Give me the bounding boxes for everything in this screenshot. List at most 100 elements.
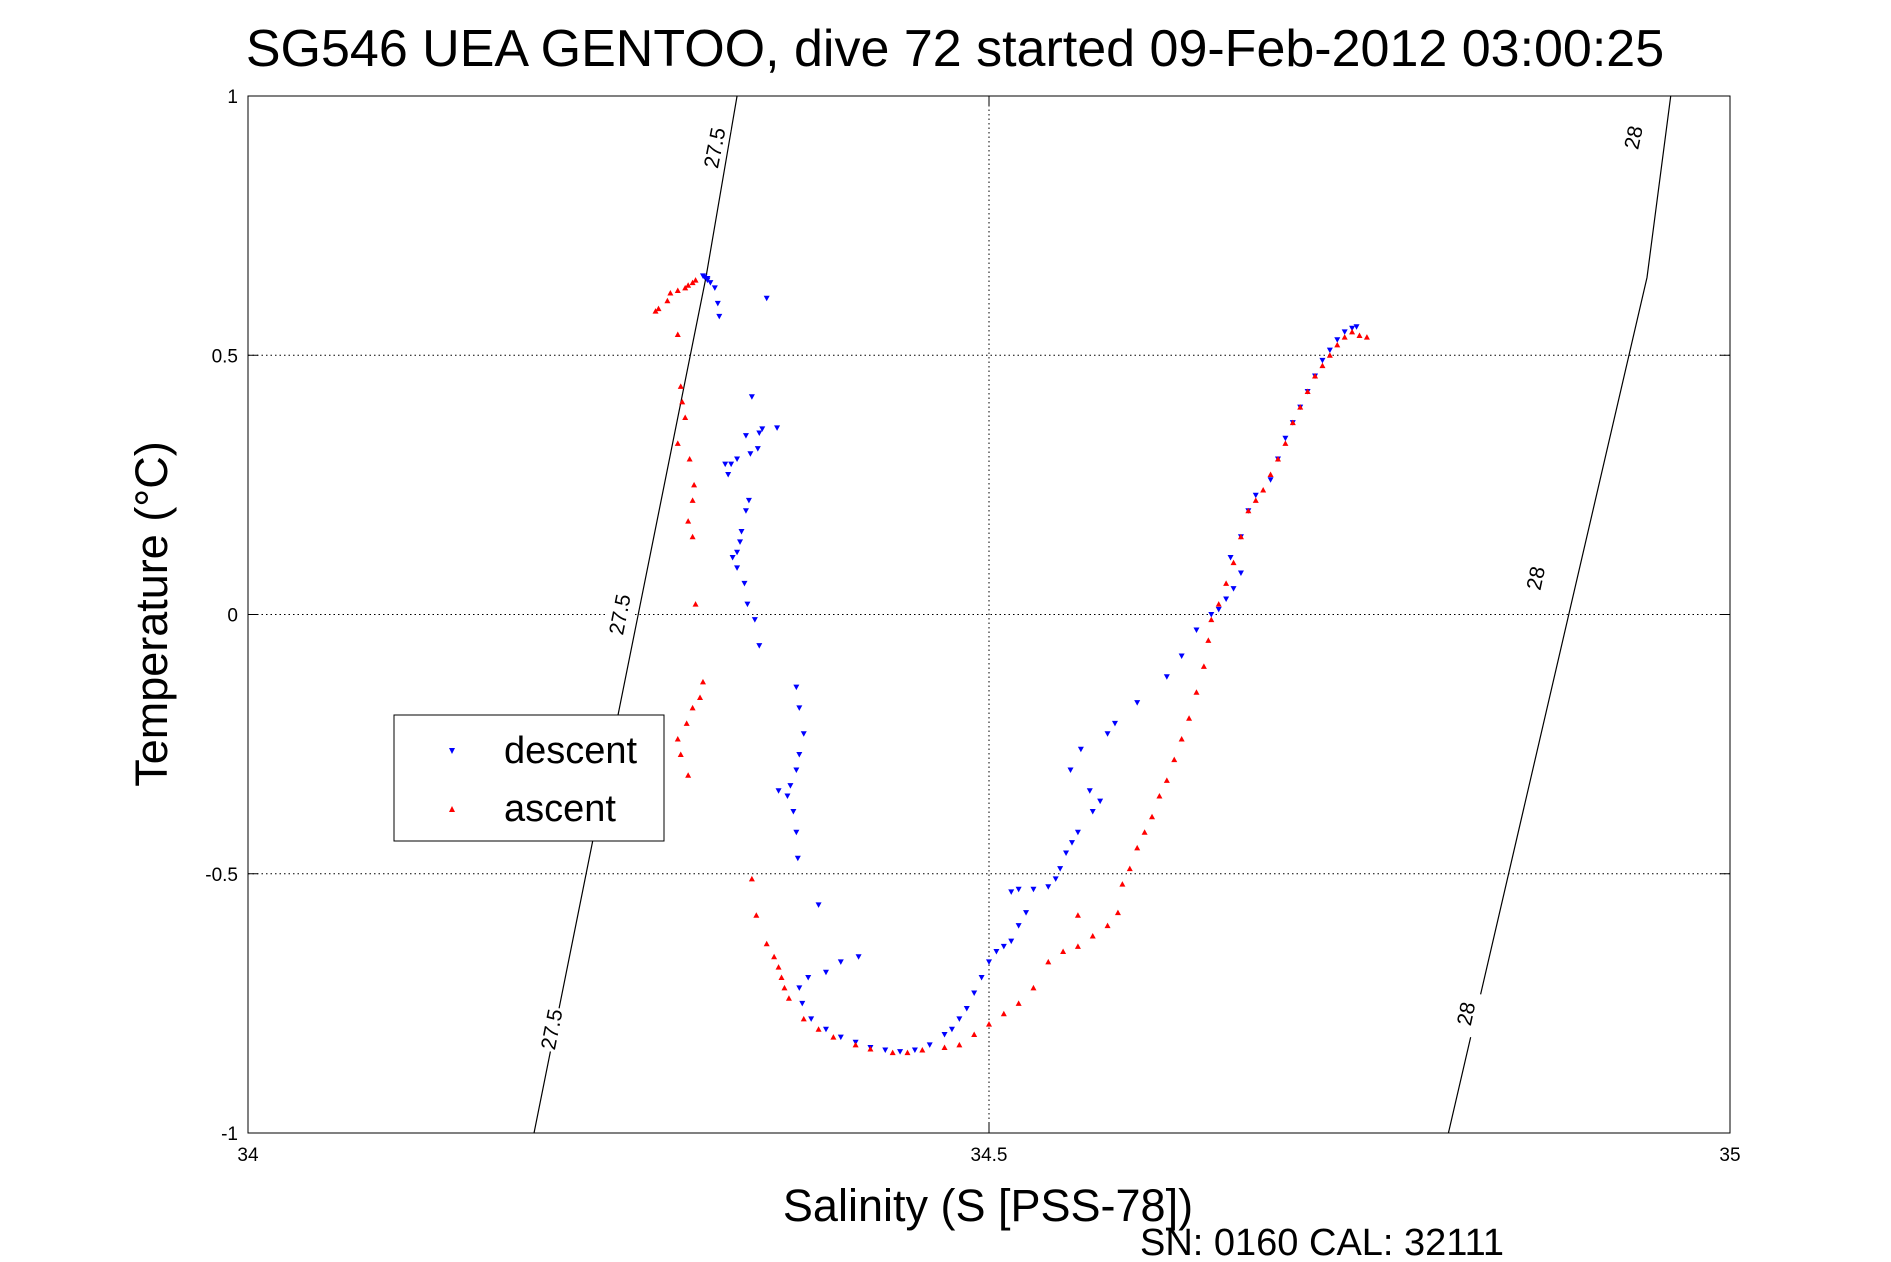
descent-point <box>1045 884 1052 890</box>
contour-label-bg <box>1449 989 1483 1038</box>
descent-point <box>1067 767 1074 774</box>
ascent-point <box>1000 1010 1007 1017</box>
descent-point <box>742 433 749 439</box>
ascent-point <box>1326 352 1333 358</box>
descent-point <box>815 902 822 908</box>
descent-point <box>737 539 744 545</box>
ascent-point <box>664 297 671 304</box>
ascent-point <box>753 912 760 918</box>
ascent-point <box>1060 948 1067 955</box>
ascent-point <box>1114 909 1121 916</box>
contour-label-28: 28 <box>1523 564 1550 592</box>
y-tick-label: -1 <box>221 1124 238 1145</box>
descent-point <box>1267 477 1274 483</box>
contour-label-bg <box>535 1005 568 1054</box>
descent-point <box>774 425 781 431</box>
y-tick-label: 0 <box>227 606 238 627</box>
descent-point <box>1089 809 1096 815</box>
ascent-point <box>674 331 681 338</box>
descent-point <box>738 529 745 535</box>
descent-point <box>956 1016 963 1022</box>
x-tick-label: 34 <box>237 1145 259 1166</box>
descent-point <box>897 1049 904 1055</box>
descent-point <box>1074 829 1081 836</box>
legend-descent-marker <box>449 748 455 754</box>
descent-point <box>1052 876 1059 882</box>
ascent-point <box>1193 689 1200 695</box>
ascent-point <box>685 772 692 778</box>
descent-point <box>882 1047 889 1054</box>
ascent-point <box>1341 334 1348 340</box>
ascent-point <box>674 287 681 293</box>
x-axis-label: Salinity (S [PSS-78]) <box>783 1180 1193 1231</box>
descent-point <box>799 1000 806 1007</box>
descent-point <box>978 974 985 981</box>
descent-point <box>704 277 711 284</box>
ascent-point <box>655 305 662 312</box>
descent-point <box>1008 938 1015 945</box>
ascent-point <box>986 1021 992 1027</box>
descent-point <box>837 1034 844 1041</box>
contour-label-bg <box>698 123 731 172</box>
footer-serial-calibration: SN: 0160 CAL: 32111 <box>1140 1222 1504 1262</box>
descent-point <box>800 731 807 737</box>
ascent-point <box>1282 440 1289 446</box>
descent-point <box>744 601 751 608</box>
descent-point <box>784 793 791 799</box>
descent-point <box>1341 329 1348 335</box>
descent-point <box>1008 889 1015 895</box>
y-axis-label: Temperature (°C) <box>126 441 177 787</box>
descent-point <box>805 974 812 981</box>
descent-point <box>1178 653 1185 659</box>
descent-point <box>714 300 721 307</box>
ascent-point <box>971 1031 978 1037</box>
descent-point <box>1163 674 1170 680</box>
descent-point <box>796 985 803 991</box>
ascent-point <box>674 440 681 446</box>
legend-ascent-label: ascent <box>504 788 616 830</box>
ascent-point <box>1126 865 1133 872</box>
descent-point <box>926 1042 933 1048</box>
ascent-point <box>1171 756 1178 763</box>
descent-point <box>790 809 797 815</box>
descent-point <box>1227 554 1234 561</box>
ascent-point <box>852 1041 859 1048</box>
descent-point <box>822 1026 829 1033</box>
descent-point <box>728 461 735 468</box>
descent-point <box>707 280 714 286</box>
ascent-point <box>748 875 755 882</box>
descent-point <box>741 580 748 587</box>
ascent-point <box>919 1047 926 1053</box>
data-points <box>652 273 1370 1056</box>
ascent-point <box>778 974 785 980</box>
ascent-point <box>1356 332 1363 339</box>
ascent-point <box>689 497 696 503</box>
ascent-point <box>682 414 689 420</box>
legend-descent-label: descent <box>504 730 638 772</box>
ascent-point <box>781 984 788 991</box>
ascent-point <box>1074 912 1081 918</box>
legend-ascent-marker <box>449 806 455 812</box>
descent-point <box>993 949 1000 955</box>
ascent-point <box>677 751 684 757</box>
legend-box <box>393 714 665 842</box>
descent-point <box>756 430 763 437</box>
contour-label-28: 28 <box>1453 1000 1480 1028</box>
descent-point <box>808 1016 815 1022</box>
ascent-point <box>1015 1000 1022 1006</box>
descent-point <box>948 1026 955 1033</box>
ascent-point <box>1186 715 1193 721</box>
ascent-point <box>1312 372 1319 379</box>
descent-point <box>1208 612 1215 618</box>
descent-point <box>1097 798 1104 805</box>
descent-point <box>1215 606 1222 613</box>
legend: descent ascent <box>393 714 665 842</box>
descent-point <box>734 456 741 462</box>
descent-point <box>754 446 761 452</box>
descent-point <box>822 969 829 976</box>
ascent-point <box>815 1026 822 1032</box>
ascent-point <box>691 481 698 488</box>
ascent-point <box>1030 984 1037 991</box>
descent-point <box>787 783 794 789</box>
descent-point <box>1000 943 1007 950</box>
